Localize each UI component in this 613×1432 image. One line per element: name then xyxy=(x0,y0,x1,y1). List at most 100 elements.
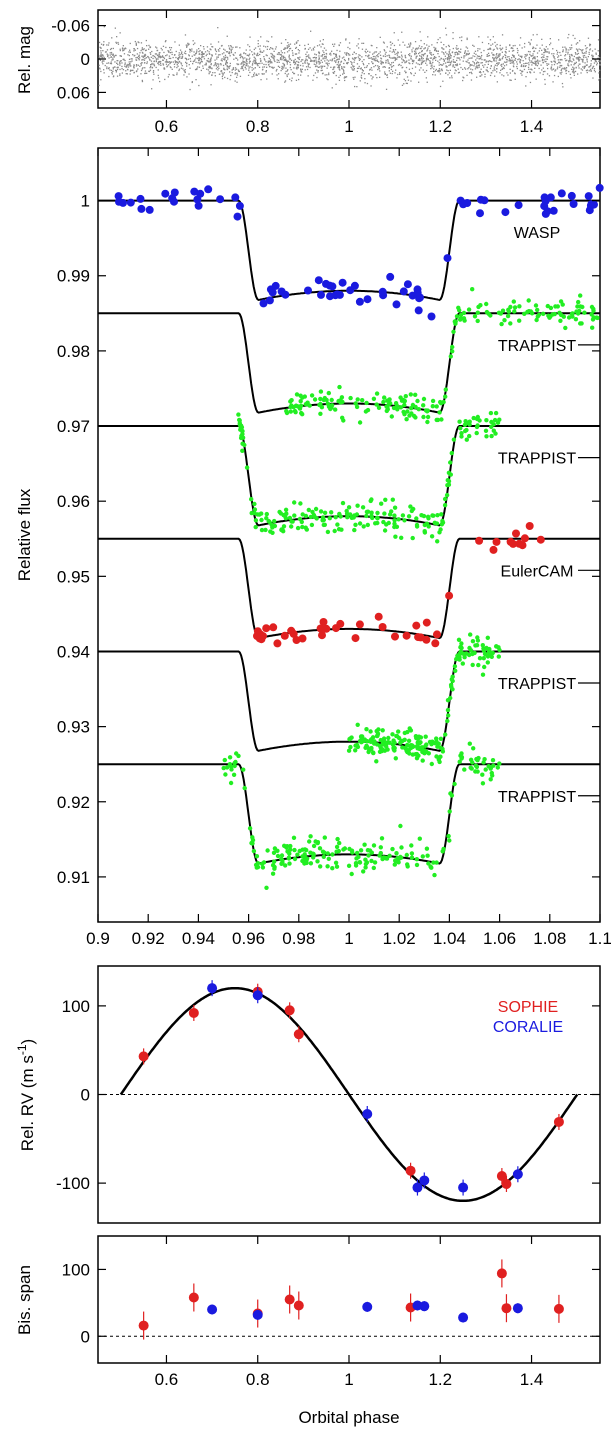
transit-point xyxy=(400,513,406,518)
photometry-point xyxy=(157,56,159,58)
transit-point xyxy=(357,738,363,744)
transit-point xyxy=(319,618,328,626)
transit-point xyxy=(371,750,376,756)
transit-points xyxy=(114,183,604,890)
photometry-point xyxy=(528,64,530,66)
photometry-point xyxy=(564,58,566,60)
transit-point xyxy=(364,513,369,519)
transit-point xyxy=(475,769,480,774)
photometry-point xyxy=(307,43,309,45)
y-axis-label: Rel. mag xyxy=(15,26,34,94)
transit-point xyxy=(346,863,352,868)
photometry-point xyxy=(334,53,337,55)
photometry-point xyxy=(500,64,502,66)
photometry-point xyxy=(295,42,298,44)
photometry-point xyxy=(257,65,259,67)
transit-point xyxy=(502,318,507,323)
photometry-point xyxy=(233,58,235,60)
transit-point xyxy=(414,522,420,528)
photometry-point xyxy=(583,66,586,68)
photometry-point xyxy=(321,66,323,68)
transit-point xyxy=(342,846,348,851)
photometry-point xyxy=(313,46,316,48)
transit-point xyxy=(417,836,422,841)
photometry-point xyxy=(392,49,395,51)
photometry-point xyxy=(470,57,472,59)
transit-point xyxy=(334,864,340,869)
photometry-point xyxy=(511,61,513,63)
photometry-point xyxy=(100,70,102,73)
photometry-point xyxy=(423,53,426,55)
photometry-point xyxy=(339,74,341,77)
photometry-point xyxy=(585,56,587,58)
photometry-point xyxy=(513,56,515,58)
photometry-point xyxy=(411,62,414,65)
photometry-point xyxy=(316,45,319,47)
photometry-point xyxy=(310,60,313,62)
photometry-point xyxy=(286,70,288,72)
photometry-point xyxy=(169,61,172,63)
photometry-point xyxy=(252,63,254,65)
photometry-point xyxy=(546,56,548,58)
transit-point xyxy=(368,498,373,504)
photometry-point xyxy=(463,55,465,57)
transit-point xyxy=(413,288,422,297)
transit-point xyxy=(380,728,385,733)
photometry-point xyxy=(301,71,303,73)
photometry-point xyxy=(148,57,150,59)
photometry-point xyxy=(421,56,423,59)
photometry-point xyxy=(294,62,297,64)
photometry-point xyxy=(509,79,511,81)
transit-point xyxy=(252,507,258,512)
y-tick-label: 0.92 xyxy=(57,793,90,812)
photometry-point xyxy=(486,55,488,57)
photometry-point xyxy=(171,51,173,53)
transit-point xyxy=(375,510,380,516)
photometry-point xyxy=(353,59,356,61)
photometry-point xyxy=(224,57,226,59)
photometry-point xyxy=(171,61,173,63)
photometry-point xyxy=(312,79,314,81)
transit-point xyxy=(333,860,339,865)
photometry-point xyxy=(209,48,211,50)
photometry-point xyxy=(116,62,118,64)
photometry-point xyxy=(149,67,151,69)
photometry-point xyxy=(338,58,340,60)
transit-point xyxy=(385,405,390,410)
transit-point xyxy=(351,634,360,643)
photometry-point xyxy=(447,70,449,72)
photometry-point xyxy=(571,68,573,70)
photometry-point xyxy=(343,66,346,68)
transit-point xyxy=(325,864,330,869)
transit-point xyxy=(459,434,464,439)
photometry-point xyxy=(265,63,267,66)
photometry-point xyxy=(558,62,560,64)
photometry-point xyxy=(565,67,568,69)
photometry-point xyxy=(508,50,510,52)
transit-point xyxy=(425,853,430,858)
transit-point xyxy=(436,757,441,762)
transit-point xyxy=(194,201,203,210)
photometry-point xyxy=(160,64,162,66)
photometry-point xyxy=(169,49,172,51)
series-label: EulerCAM xyxy=(501,563,574,580)
photometry-point xyxy=(455,47,457,49)
photometry-point xyxy=(191,50,193,52)
photometry-point xyxy=(468,52,470,55)
photometry-point xyxy=(184,71,186,73)
photometry-point xyxy=(404,80,407,82)
photometry-point xyxy=(478,55,480,58)
photometry-point xyxy=(411,59,414,61)
photometry-point xyxy=(221,44,223,47)
photometry-point xyxy=(331,59,333,61)
photometry-point xyxy=(217,54,220,56)
photometry-point xyxy=(199,50,201,52)
transit-point xyxy=(396,517,401,522)
photometry-point xyxy=(361,77,363,79)
photometry-point xyxy=(100,53,102,56)
photometry-point xyxy=(121,62,123,64)
photometry-point xyxy=(489,47,491,49)
photometry-point xyxy=(355,57,357,59)
transit-point xyxy=(414,862,420,868)
transit-point xyxy=(364,400,369,406)
